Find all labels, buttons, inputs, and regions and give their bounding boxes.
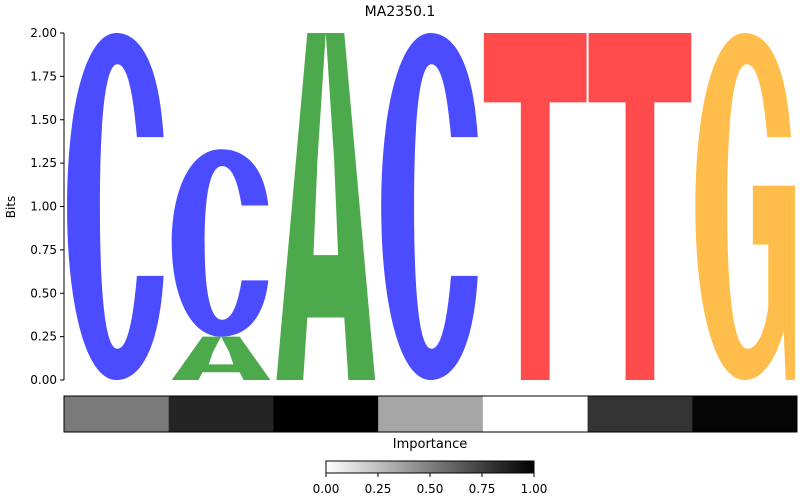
colorbar-tick-label: 0.75 — [469, 482, 496, 496]
importance-label: Importance — [393, 437, 468, 452]
y-tick-label: 1.50 — [30, 113, 57, 127]
logo-letter-g — [695, 33, 795, 380]
colorbar-tick-label: 0.50 — [417, 482, 444, 496]
importance-cell — [587, 396, 693, 432]
logo-letters — [67, 33, 795, 380]
importance-cell — [168, 396, 274, 432]
y-tick-label: 0.25 — [30, 330, 57, 344]
logo-letter-t — [483, 33, 587, 380]
colorbar-tick-label: 1.00 — [521, 482, 548, 496]
logo-letter-a — [171, 336, 271, 380]
y-axis: 0.00 0.25 0.50 0.75 1.00 1.25 1.50 1.75 2.00 — [30, 26, 65, 387]
chart-title: MA2350.1 — [365, 4, 436, 20]
logo-letter-c — [381, 33, 478, 380]
y-tick-label: 1.75 — [30, 69, 57, 83]
importance-heatmap — [64, 396, 798, 432]
y-axis-label: Bits — [4, 196, 18, 219]
logo-letter-c — [171, 149, 269, 337]
colorbar-tick-label: 0.00 — [313, 482, 340, 496]
importance-colorbar — [325, 460, 535, 474]
y-tick-label: 1.25 — [30, 156, 57, 170]
y-tick-label: 2.00 — [30, 26, 57, 40]
logo-letter-a — [276, 33, 376, 380]
importance-cell — [378, 396, 484, 432]
importance-cell — [64, 396, 170, 432]
importance-cell — [692, 396, 798, 432]
y-tick-label: 1.00 — [30, 200, 57, 214]
colorbar-ticks: 0.00 0.25 0.50 0.75 1.00 — [313, 473, 548, 496]
colorbar-tick-label: 0.25 — [365, 482, 392, 496]
y-tick-label: 0.00 — [30, 373, 57, 387]
y-tick-label: 0.50 — [30, 286, 57, 300]
y-tick-label: 0.75 — [30, 243, 57, 257]
importance-cell — [273, 396, 379, 432]
importance-cell — [482, 396, 589, 432]
heatmap-frame — [63, 395, 798, 433]
logo-letter-t — [588, 33, 692, 380]
logo-letter-c — [67, 33, 164, 380]
